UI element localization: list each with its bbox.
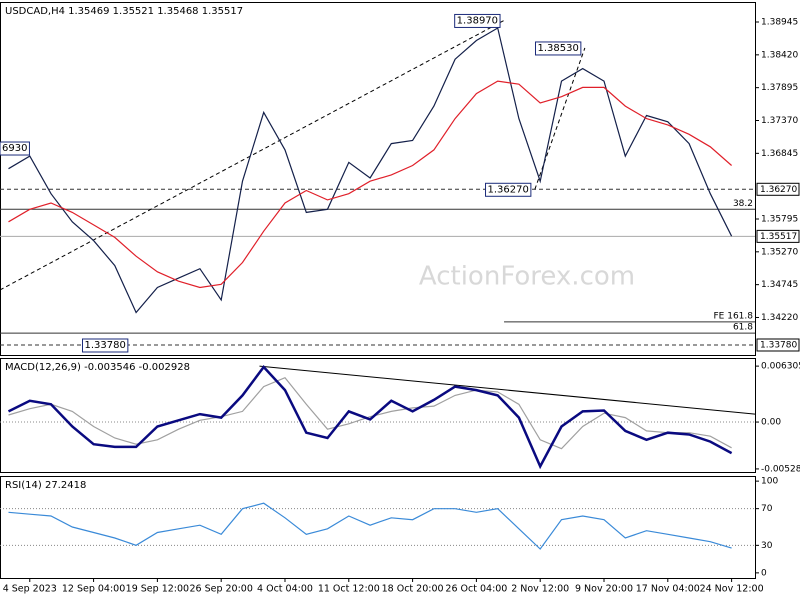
y-tick-label: 1.37895 (761, 83, 798, 93)
callout-label: 1.38970 (457, 15, 498, 26)
callout-box (81, 338, 129, 353)
x-tick-label: 18 Oct 20:00 (382, 584, 444, 595)
x-tick-label: 4 Oct 04:00 (257, 584, 313, 595)
y-tick-label: 30 (761, 541, 773, 551)
panel-frame (0, 358, 756, 473)
series-line (7, 365, 733, 470)
trendline (259, 365, 756, 415)
price-label: 1.36270 (760, 185, 797, 195)
price-label-box (756, 338, 800, 352)
y-tick-label: 100 (761, 477, 778, 487)
x-tick-label: 24 Nov 12:00 (700, 584, 764, 595)
y-tick-label: 1.38420 (761, 50, 798, 60)
x-tick-label: 26 Oct 04:00 (445, 584, 507, 595)
callout-label: 1.33780 (84, 340, 125, 351)
y-tick-label: 0.00 (761, 418, 781, 428)
callout-box (0, 141, 30, 156)
panel-frame (0, 476, 756, 579)
series-line (8, 502, 732, 550)
callout-box (454, 13, 501, 28)
price-label-box (756, 229, 800, 243)
watermark: ActionForex.com (419, 262, 635, 292)
x-tick-label: 12 Sep 04:00 (62, 584, 125, 595)
y-tick-label: 0 (761, 568, 767, 578)
y-tick-label: 1.34220 (761, 313, 798, 323)
x-tick-label: 11 Oct 12:00 (318, 584, 380, 595)
panel-title: USDCAD,H4 1.35469 1.35521 1.35468 1.3551… (5, 6, 243, 17)
series-line (8, 80, 732, 289)
y-tick-label: 0.006305 (761, 362, 800, 372)
callout-label: 1.38530 (537, 43, 578, 54)
callout-label: 1.36270 (488, 184, 529, 195)
trendline (0, 20, 505, 291)
panel-title: RSI(14) 27.2418 (5, 480, 86, 491)
callout-label: 6930 (2, 143, 27, 154)
callout-box (534, 41, 582, 56)
panel-title: MACD(12,26,9) -0.003546 -0.002928 (5, 362, 190, 373)
x-tick-label: 9 Nov 20:00 (575, 584, 633, 595)
y-tick-label: 70 (761, 504, 773, 514)
price-label: 1.33780 (760, 340, 797, 350)
price-label-box (756, 182, 800, 196)
panel-frame (0, 2, 756, 356)
y-tick-label: 1.38945 (761, 18, 798, 28)
level-label: 61.8 (733, 323, 753, 333)
price-label: 1.35517 (760, 232, 797, 242)
callout-box (485, 182, 532, 197)
level-label: 38.2 (733, 199, 753, 209)
x-tick-label: 19 Sep 12:00 (126, 584, 189, 595)
x-tick-label: 26 Sep 20:00 (189, 584, 252, 595)
y-tick-label: 1.34745 (761, 280, 798, 290)
x-tick-label: 17 Nov 04:00 (636, 584, 700, 595)
series-line (8, 27, 733, 314)
x-tick-label: 4 Sep 2023 (3, 584, 57, 595)
y-tick-label: -0.005283 (761, 464, 800, 474)
x-tick-label: 2 Nov 12:00 (511, 584, 569, 595)
y-tick-label: 1.36845 (761, 149, 798, 159)
level-label: FE 161.8 (714, 311, 754, 321)
y-tick-label: 1.35795 (761, 214, 798, 224)
y-tick-label: 1.35270 (761, 247, 798, 257)
series-line (8, 376, 732, 450)
y-tick-label: 1.37370 (761, 116, 798, 126)
